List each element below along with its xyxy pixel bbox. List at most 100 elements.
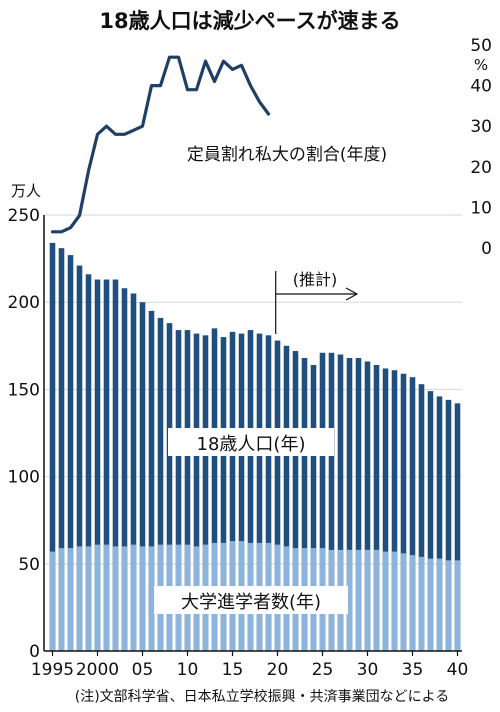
population-series-label: 18歳人口(年)	[197, 434, 306, 455]
population-bar	[256, 333, 263, 651]
population-bar	[112, 279, 119, 651]
population-bar	[85, 274, 92, 651]
x-tick-label: 1995	[31, 660, 74, 680]
x-tick-label: 10	[177, 660, 199, 680]
population-bar	[238, 333, 245, 651]
x-tick-label: 20	[267, 660, 289, 680]
enrollment-bar	[112, 546, 119, 651]
vacancy-line-layer	[50, 55, 271, 234]
enrollment-bar	[139, 546, 146, 651]
enrollment-bar	[94, 544, 101, 651]
population-bar	[139, 302, 146, 651]
population-bar	[373, 364, 380, 651]
population-bar	[418, 384, 425, 651]
population-bar	[292, 351, 299, 651]
projection-arrowhead	[345, 287, 359, 301]
enrollment-bar	[364, 549, 371, 651]
population-bar	[130, 293, 137, 651]
enrollment-bar	[382, 551, 389, 651]
line-series-label: 定員割れ私大の割合(年度)	[187, 145, 387, 165]
right-tick-label: 20	[470, 158, 492, 178]
enrollment-bar	[400, 553, 407, 651]
enrollment-bar	[76, 546, 83, 651]
population-bar	[49, 242, 56, 652]
population-bar	[364, 361, 371, 651]
population-bar	[400, 373, 407, 651]
population-bar	[346, 358, 353, 651]
population-bar	[247, 330, 254, 651]
population-bar	[202, 335, 209, 651]
left-tick-label: 50	[18, 555, 40, 575]
enrollment-bar	[58, 548, 65, 651]
enrollment-label-bg	[154, 586, 348, 614]
population-bar	[283, 345, 290, 651]
population-bar	[121, 288, 128, 651]
enrollment-bar	[103, 544, 110, 651]
x-tick-label: 05	[132, 660, 154, 680]
population-bar	[409, 377, 416, 651]
enrollment-bar	[454, 560, 461, 651]
right-tick-label: 30	[470, 117, 492, 137]
population-bar	[94, 279, 101, 651]
population-label-bg	[168, 428, 334, 456]
x-axis-ticks: 1995 2000 05 10 15 20 25 30 35 40	[31, 651, 468, 680]
population-bar	[454, 403, 461, 651]
population-bar	[391, 370, 398, 651]
left-axis-ticks: 0 50 100 150 200 250	[8, 206, 40, 662]
right-tick-label: 10	[470, 198, 492, 218]
enrollment-bar	[49, 551, 56, 651]
population-bar	[175, 330, 182, 651]
population-bar	[193, 333, 200, 651]
enrollment-bar	[391, 551, 398, 651]
population-bar	[436, 396, 443, 651]
line-label-bg	[154, 140, 424, 166]
right-tick-label: 40	[470, 77, 492, 97]
enrollment-bar	[346, 549, 353, 651]
chart-title: 18歳人口は減少ペースが速まる	[99, 9, 400, 33]
source-note: (注)文部科学省、日本私立学校振興・共済事業団などによる	[75, 688, 450, 705]
population-bar	[67, 255, 74, 651]
population-bar	[265, 335, 272, 651]
vacancy-line	[50, 55, 271, 234]
population-bar	[328, 352, 335, 651]
population-bar	[76, 265, 83, 651]
population-bar	[355, 358, 362, 651]
enrollment-bar	[427, 558, 434, 651]
population-bar	[229, 331, 236, 651]
x-tick-label: 35	[402, 660, 424, 680]
population-bar	[103, 279, 110, 651]
right-tick-label: 0	[481, 239, 492, 259]
enrollment-bar	[130, 544, 137, 651]
population-bar	[274, 340, 281, 651]
left-axis-unit: 万人	[11, 182, 41, 200]
right-tick-label: 50	[470, 36, 492, 56]
population-bar	[148, 310, 155, 651]
enrollment-bar	[148, 546, 155, 651]
x-tick-label: 2000	[76, 660, 119, 680]
population-bar	[301, 358, 308, 651]
population-bar	[211, 328, 218, 651]
population-bar	[58, 248, 65, 652]
x-tick-label: 25	[312, 660, 334, 680]
enrollment-bar	[355, 549, 362, 651]
enrollment-bar	[445, 560, 452, 651]
projection-label: (推計)	[293, 270, 338, 289]
enrollment-bar	[436, 558, 443, 651]
right-axis-unit: %	[474, 56, 488, 74]
left-tick-label: 0	[29, 642, 40, 662]
x-tick-label: 30	[357, 660, 379, 680]
population-bar	[382, 368, 389, 651]
enrollment-bar	[373, 549, 380, 651]
population-bar	[445, 399, 452, 651]
enrollment-bar	[121, 546, 128, 651]
population-bars	[49, 242, 461, 652]
enrollment-bar	[418, 556, 425, 651]
population-bar	[166, 323, 173, 651]
population-bar	[310, 364, 317, 651]
enrollment-bar	[409, 555, 416, 651]
enrollment-series-label: 大学進学者数(年)	[181, 592, 321, 613]
left-tick-label: 250	[8, 206, 40, 226]
x-tick-label: 15	[222, 660, 244, 680]
population-bar	[184, 330, 191, 651]
